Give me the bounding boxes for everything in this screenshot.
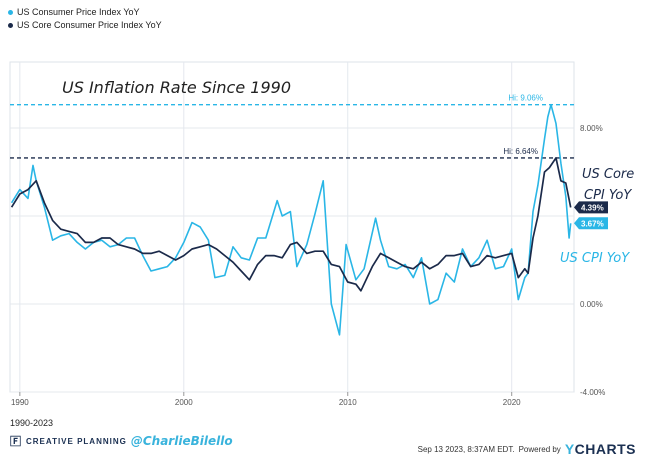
- note-cpi: US CPI YoY: [560, 251, 630, 266]
- x-tick-label: 2020: [503, 398, 521, 407]
- legend-swatch-core-cpi: [8, 23, 13, 28]
- core-cpi-series-line: [10, 157, 572, 292]
- ycharts-logo-rest: CHARTS: [574, 441, 636, 457]
- branding: 🄵 CREATIVE PLANNING @CharlieBilello: [10, 433, 233, 449]
- x-tick-label: 1990: [11, 398, 29, 407]
- y-tick-label: 0.00%: [580, 300, 603, 309]
- legend-swatch-cpi: [8, 10, 13, 15]
- y-tick-label: 8.00%: [580, 124, 603, 133]
- high-marker-label: Hi: 9.06%: [508, 94, 543, 103]
- annotation-layer: Hi: 9.06% Hi: 6.64%: [10, 94, 574, 159]
- legend-item-cpi[interactable]: US Consumer Price Index YoY: [8, 6, 162, 19]
- brand-handle: @CharlieBilello: [130, 434, 233, 448]
- ycharts-logo[interactable]: YCHARTS: [565, 441, 636, 457]
- grid-layer: [10, 62, 574, 393]
- footer-powered-by: Powered by: [518, 444, 561, 454]
- legend-label-core-cpi: US Core Consumer Price Index YoY: [17, 20, 162, 30]
- x-tick-label: 2010: [339, 398, 357, 407]
- x-tick-label: 2000: [175, 398, 193, 407]
- ycharts-logo-y: Y: [564, 441, 575, 457]
- badge-shape: [574, 201, 608, 214]
- creative-planning-logo-icon: 🄵: [10, 436, 22, 448]
- chart-title: US Inflation Rate Since 1990: [62, 78, 291, 97]
- badge-label: 4.39%: [581, 203, 604, 212]
- cpi-series-line: [10, 103, 572, 336]
- legend-item-core-cpi[interactable]: US Core Consumer Price Index YoY: [8, 19, 162, 32]
- series-layer: [10, 103, 572, 336]
- note-core-line2: CPI YoY: [584, 188, 632, 203]
- badge-label: 3.67%: [581, 219, 604, 228]
- badge-shape: [574, 217, 608, 230]
- plot-area: [9, 61, 575, 393]
- core-cpi-last-value-badge: 4.39%: [574, 201, 608, 214]
- axis-layer: 1990 2000 2010 2020 8.00% 0.00% -4.00% 3.67% 4.3…: [11, 124, 608, 407]
- footer-stamp: Sep 13 2023, 8:37AM EDT. Powered by YCHA…: [418, 441, 636, 457]
- date-range-label: 1990-2023: [10, 418, 54, 428]
- brand-company: CREATIVE PLANNING: [26, 436, 127, 446]
- y-tick-label: -4.00%: [580, 388, 605, 397]
- legend: US Consumer Price Index YoY US Core Cons…: [8, 6, 162, 32]
- legend-label-cpi: US Consumer Price Index YoY: [17, 7, 140, 17]
- note-core-line1: US Core: [582, 167, 634, 182]
- footer-timestamp: Sep 13 2023, 8:37AM EDT.: [417, 444, 515, 454]
- high-marker-label: Hi: 6.64%: [503, 147, 538, 156]
- cpi-last-value-badge: 3.67%: [574, 217, 608, 230]
